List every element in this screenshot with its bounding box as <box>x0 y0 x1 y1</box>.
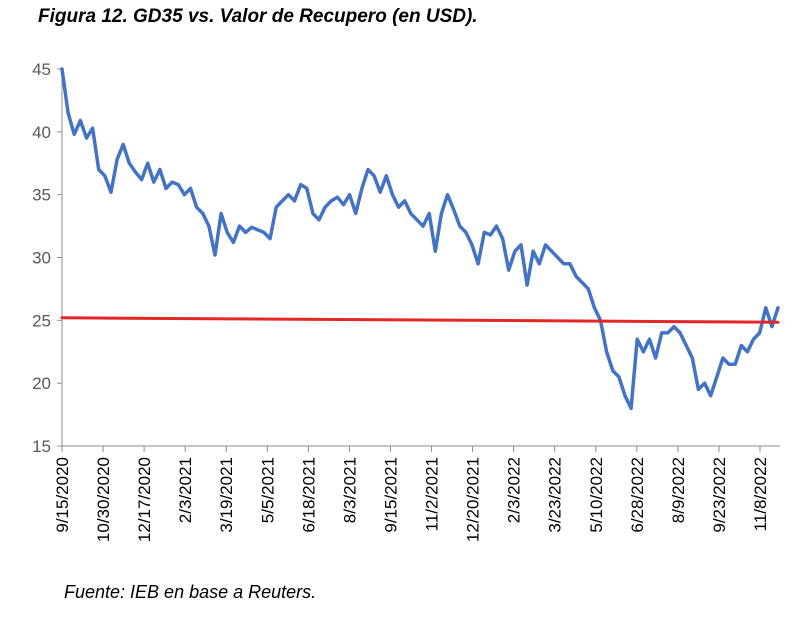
y-tick-label: 35 <box>32 186 51 205</box>
chart-title: Figura 12. GD35 vs. Valor de Recupero (e… <box>38 6 478 27</box>
y-tick-label: 15 <box>32 437 51 456</box>
x-axis-ticks: 9/15/2020 10/30/2020 12/17/2020 2/3/2021 3/1… <box>53 446 770 542</box>
x-tick-label: 12/17/2020 <box>135 457 154 542</box>
x-tick-label: 9/23/2022 <box>710 457 729 533</box>
chart-source-note: Fuente: IEB en base a Reuters. <box>64 582 317 602</box>
x-tick-label: 2/3/2022 <box>505 457 524 523</box>
y-axis-ticks: 45 40 35 30 25 20 15 <box>32 60 62 456</box>
x-tick-label: 3/23/2022 <box>546 457 565 533</box>
y-tick-label: 20 <box>32 374 51 393</box>
x-tick-label: 6/28/2022 <box>628 457 647 533</box>
x-tick-label: 9/15/2020 <box>53 457 72 533</box>
y-tick-label: 40 <box>32 123 51 142</box>
series-gd35-line <box>60 67 780 411</box>
series-valor-recupero-line <box>60 316 780 324</box>
x-tick-label: 8/9/2022 <box>669 457 688 523</box>
x-tick-label: 5/5/2021 <box>258 457 277 523</box>
x-tick-label: 5/10/2022 <box>587 457 606 533</box>
y-tick-label: 30 <box>32 249 51 268</box>
x-tick-label: 2/3/2021 <box>176 457 195 523</box>
y-tick-label: 45 <box>32 60 51 79</box>
x-tick-label: 8/3/2021 <box>340 457 359 523</box>
x-tick-label: 9/15/2021 <box>381 457 400 533</box>
x-tick-label: 11/2/2021 <box>423 457 442 531</box>
x-tick-label: 11/8/2022 <box>751 457 770 531</box>
x-tick-label: 3/19/2021 <box>217 457 236 533</box>
x-tick-label: 10/30/2020 <box>94 457 113 542</box>
x-tick-label: 12/20/2021 <box>464 457 483 542</box>
x-tick-label: 6/18/2021 <box>299 457 318 533</box>
y-tick-label: 25 <box>32 311 51 330</box>
